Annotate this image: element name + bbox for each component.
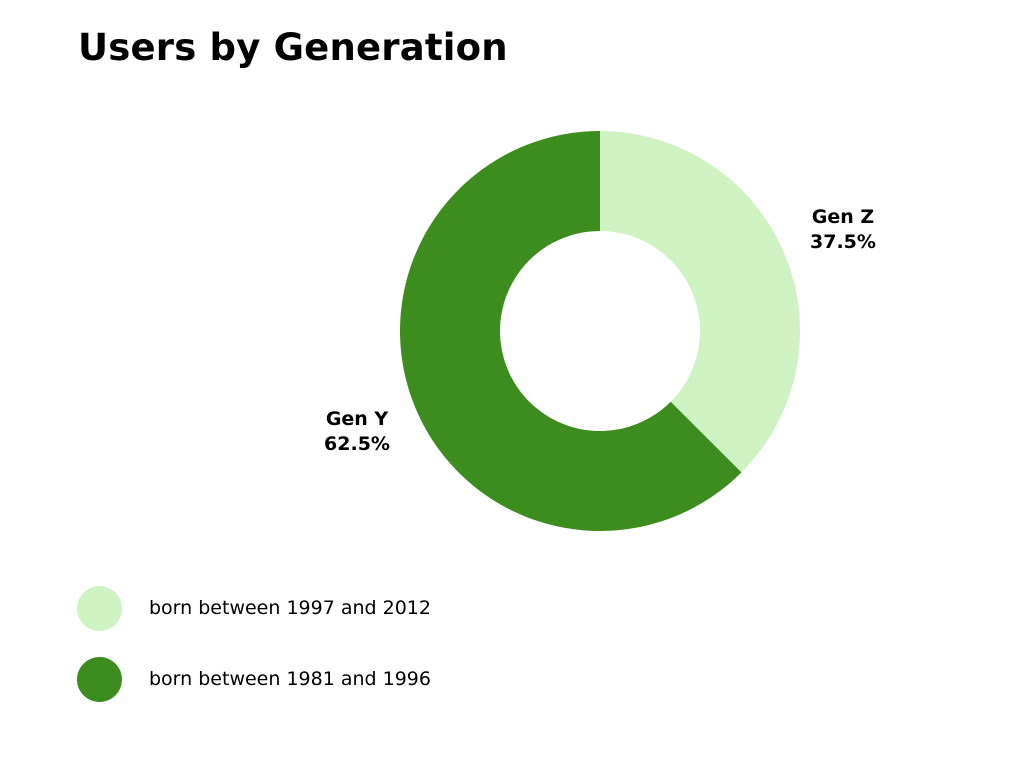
slice-gen-z (600, 131, 801, 473)
legend-swatch (77, 656, 122, 702)
legend-swatch (77, 585, 122, 631)
legend-item-gen-y: born between 1981 and 1996 (77, 656, 431, 702)
slice-label-value: 62.5% (324, 432, 390, 455)
slice-label-gen-z: Gen Z 37.5% (783, 205, 903, 255)
slice-label-name: Gen Y (325, 407, 389, 430)
slice-label-gen-y: Gen Y 62.5% (297, 407, 417, 457)
slice-label-name: Gen Z (811, 206, 875, 229)
legend-text: born between 1997 and 2012 (149, 597, 431, 619)
legend-text: born between 1981 and 1996 (149, 668, 431, 690)
slice-gen-y (399, 131, 742, 531)
slice-label-value: 37.5% (810, 231, 876, 254)
page-title: Users by Generation (78, 26, 508, 69)
legend-item-gen-z: born between 1997 and 2012 (77, 585, 431, 631)
